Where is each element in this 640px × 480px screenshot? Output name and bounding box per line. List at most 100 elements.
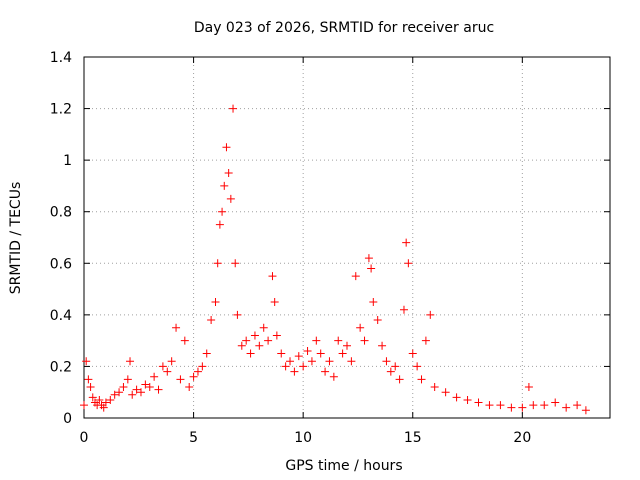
data-point — [413, 362, 422, 371]
data-points — [80, 104, 590, 415]
data-point — [399, 305, 408, 314]
data-point — [154, 385, 163, 394]
data-point — [163, 367, 172, 376]
data-point — [229, 104, 238, 113]
data-point — [126, 357, 135, 366]
data-point — [207, 316, 216, 325]
data-point — [101, 398, 110, 407]
y-tick-label: 1.4 — [50, 50, 72, 66]
data-point — [426, 310, 435, 319]
data-point — [233, 310, 242, 319]
data-point — [312, 336, 321, 345]
data-point — [277, 349, 286, 358]
data-point — [474, 398, 483, 407]
data-point — [316, 349, 325, 358]
y-axis-label: SRMTID / TECUs — [8, 182, 24, 295]
data-point — [369, 297, 378, 306]
data-point — [395, 375, 404, 384]
data-point — [518, 403, 527, 412]
data-point — [224, 169, 233, 178]
data-point — [551, 398, 560, 407]
data-point — [255, 341, 264, 350]
data-point — [211, 297, 220, 306]
data-point — [150, 372, 159, 381]
data-point — [202, 349, 211, 358]
data-point — [185, 383, 194, 392]
data-point — [581, 406, 590, 415]
data-point — [386, 367, 395, 376]
data-point — [95, 395, 104, 404]
y-tick-label: 1 — [63, 153, 72, 169]
data-point — [145, 383, 154, 392]
data-point — [82, 357, 91, 366]
data-point — [294, 352, 303, 361]
data-point — [421, 336, 430, 345]
data-point — [110, 390, 119, 399]
data-point — [507, 403, 516, 412]
y-tick-label: 0.8 — [50, 205, 72, 221]
data-point — [220, 181, 229, 190]
data-point — [329, 372, 338, 381]
data-point — [303, 346, 312, 355]
chart-title: Day 023 of 2026, SRMTID for receiver aru… — [194, 20, 494, 36]
data-point — [281, 362, 290, 371]
data-point — [417, 375, 426, 384]
data-point — [524, 383, 533, 392]
data-point — [158, 362, 167, 371]
data-point — [246, 349, 255, 358]
y-tick-label: 1.2 — [50, 102, 72, 118]
x-axis-label: GPS time / hours — [285, 458, 402, 474]
data-point — [86, 383, 95, 392]
data-point — [215, 220, 224, 229]
data-point — [347, 357, 356, 366]
data-point — [270, 297, 279, 306]
data-point — [198, 362, 207, 371]
data-point — [99, 403, 108, 412]
data-point — [193, 367, 202, 376]
data-point — [123, 375, 132, 384]
data-point — [231, 259, 240, 268]
data-point — [259, 323, 268, 332]
data-point — [360, 336, 369, 345]
y-tick-label: 0.6 — [50, 256, 72, 272]
data-point — [218, 207, 227, 216]
data-point — [222, 143, 231, 152]
data-point — [119, 383, 128, 392]
data-point — [402, 238, 411, 247]
data-point — [452, 393, 461, 402]
x-tick-label: 20 — [513, 430, 531, 446]
data-point — [343, 341, 351, 350]
data-point — [176, 375, 185, 384]
data-point — [373, 316, 382, 325]
x-tick-label: 15 — [404, 430, 422, 446]
y-tick-label: 0.2 — [50, 359, 72, 375]
data-point — [367, 264, 376, 273]
data-point — [213, 259, 222, 268]
x-tick-label: 10 — [294, 430, 312, 446]
data-point — [106, 395, 115, 404]
data-point — [264, 336, 273, 345]
data-point — [378, 341, 387, 350]
data-point — [268, 272, 277, 281]
data-point — [290, 367, 299, 376]
data-point — [115, 388, 124, 397]
data-point — [463, 395, 472, 404]
data-point — [189, 372, 198, 381]
data-point — [321, 367, 330, 376]
data-point — [88, 393, 97, 402]
data-point — [334, 336, 343, 345]
data-point — [441, 388, 450, 397]
data-point — [172, 323, 181, 332]
x-tick-label: 0 — [80, 430, 89, 446]
data-point — [136, 388, 145, 397]
data-point — [485, 401, 494, 410]
y-tick-label: 0.4 — [50, 308, 72, 324]
axis-ticks: 0 0.2 0.4 0.6 0.8 1 1.2 1.4 0 5 10 15 20 — [50, 50, 610, 446]
x-tick-label: 5 — [189, 430, 198, 446]
data-point — [404, 259, 413, 268]
grid — [84, 57, 610, 418]
data-point — [84, 375, 93, 384]
data-point — [562, 403, 571, 412]
data-point — [325, 357, 334, 366]
